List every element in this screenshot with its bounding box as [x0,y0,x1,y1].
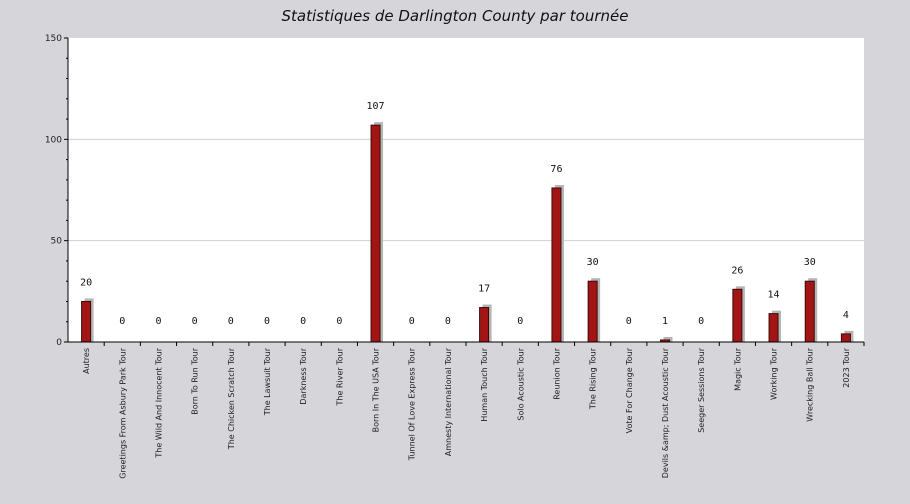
bar [479,307,490,343]
x-tick-label: The River Tour [335,347,344,406]
x-tick-label: The Rising Tour [589,347,598,410]
x-tick-label: Working Tour [770,347,779,400]
bar-value-label: 14 [768,290,780,301]
bar-value-label: 0 [517,316,523,327]
grid-lines [68,138,864,242]
x-tick-label: Reunion Tour [552,347,561,399]
x-tick-label: 2023 Tour [842,347,851,387]
x-tick-label: Solo Acoustic Tour [516,347,525,420]
x-tick-label: Darkness Tour [299,347,308,404]
x-tick-label: The Chicken Scratch Tour [227,347,236,450]
bar [732,288,743,343]
x-tick-label: Greetings From Asbury Park Tour [118,347,127,478]
x-tick-label: Magic Tour [733,347,742,391]
x-tick-label: Vote For Change Tour [625,347,634,433]
bar [551,187,562,343]
bar-value-label: 4 [843,310,849,321]
bar-value-label: 0 [300,316,306,327]
bar-value-label: 30 [804,257,816,268]
x-tick-label: Born To Run Tour [191,347,200,414]
bar-value-label: 20 [80,277,92,288]
y-tick-label: 100 [45,135,62,145]
bar-value-label: 0 [336,316,342,327]
bar [804,280,815,343]
bar-value-label: 0 [119,316,125,327]
x-tick-label: Human Touch Tour [480,347,489,421]
bar-value-label: 0 [155,316,161,327]
plot-area [68,38,864,342]
bar-value-label: 0 [626,316,632,327]
x-tick-label: Seeger Sessions Tour [697,347,706,432]
bar [768,313,779,343]
x-tick-label: Autres [82,348,91,374]
x-tick-label: Born In The USA Tour [372,347,381,432]
x-tick-label: Amnesty International Tour [444,347,453,456]
bar [370,124,381,343]
x-tick-label: The Wild And Innocent Tour [154,347,163,458]
bar-value-label: 1 [662,316,668,327]
bar-value-label: 30 [587,257,599,268]
bar [81,300,92,343]
chart-title: Statistiques de Darlington County par to… [281,7,628,25]
bar [840,333,851,343]
bar-value-label: 17 [478,284,490,295]
bars: 20 0 0 0 0 0 0 0 107 0 0 17 0 76 30 0 1 0 26 14 30 4 [80,101,854,343]
bar-value-label: 107 [367,101,385,112]
x-tick-label: Tunnel Of Love Express Tour [408,347,417,461]
y-tick-label: 50 [51,237,63,247]
bar-value-label: 0 [228,316,234,327]
x-tick-label: Devils &amp; Dust Acoustic Tour [661,347,670,478]
y-tick-label: 150 [45,34,62,44]
x-tick-label: Wrecking Ball Tour [806,347,815,421]
x-tick-label: The Lawsuit Tour [263,347,272,416]
bar-value-label: 76 [550,164,562,175]
bar-value-label: 0 [445,316,451,327]
y-tick-label: 0 [56,338,62,348]
bar-value-label: 0 [192,316,198,327]
bar-value-label: 26 [731,265,743,276]
bar-value-label: 0 [409,316,415,327]
bar-value-label: 0 [698,316,704,327]
bar [587,280,598,343]
bar-value-label: 0 [264,316,270,327]
